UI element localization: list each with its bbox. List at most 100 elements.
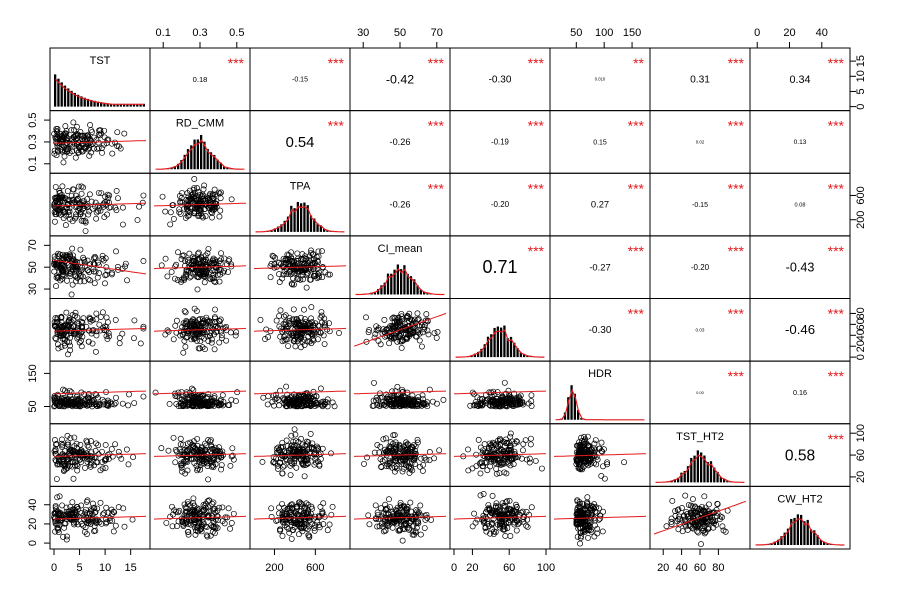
scatter-point — [65, 196, 71, 203]
scatter-point — [282, 261, 289, 268]
scatter-point — [425, 331, 432, 338]
scatter-point — [302, 401, 309, 408]
scatter-point — [416, 330, 423, 337]
scatter-point — [130, 454, 136, 461]
scatter-point — [177, 328, 184, 335]
smoother-line — [53, 259, 147, 275]
scatter-point — [308, 304, 315, 311]
correlation-value: 0.02 — [696, 139, 705, 144]
scatter-point — [58, 192, 65, 198]
scatter-point — [282, 336, 289, 343]
significance-stars: *** — [828, 368, 845, 384]
scatter-point — [389, 323, 396, 330]
scatter-point — [513, 401, 520, 408]
scatter-point — [181, 337, 188, 344]
scatter-point — [371, 379, 377, 386]
scatter-point — [218, 189, 224, 196]
scatter-point — [279, 338, 286, 345]
scatter-point — [471, 391, 478, 398]
scatter-point — [390, 314, 397, 321]
scatter-point — [297, 314, 304, 321]
scatter-point — [299, 272, 306, 279]
scatter-point — [410, 328, 416, 335]
scatter-point — [166, 401, 173, 407]
scatter-point — [106, 199, 113, 206]
scatter-point — [87, 461, 94, 468]
smoother-line — [553, 453, 647, 457]
scatter-point — [158, 262, 165, 269]
scatter-point — [303, 391, 310, 398]
scatter-point — [296, 402, 303, 408]
scatter-point — [209, 214, 215, 221]
scatter-point — [489, 397, 496, 404]
scatter-point — [506, 393, 513, 400]
scatter-point — [227, 525, 234, 532]
scatter-point — [208, 339, 215, 346]
scatter-point — [433, 334, 440, 341]
scatter-point — [87, 137, 94, 144]
scatter-point — [113, 188, 120, 194]
scatter-point — [215, 189, 222, 196]
scatter-point — [51, 218, 58, 225]
scatter-point — [180, 349, 187, 356]
scatter-point — [114, 129, 121, 136]
scatter-point — [84, 442, 91, 449]
scatter-point — [291, 426, 298, 433]
scatter-point — [382, 330, 389, 337]
scatter-point — [669, 498, 676, 504]
scatter-point — [193, 206, 200, 212]
scatter-point — [93, 332, 100, 339]
tick-label: 150 — [27, 364, 39, 382]
scatter-point — [228, 196, 235, 203]
scatter-point — [72, 154, 79, 161]
scatter-point — [208, 398, 215, 405]
scatter-point — [493, 401, 500, 408]
scatter-point — [55, 345, 62, 352]
scatter-point — [309, 332, 316, 339]
scatter-point — [329, 399, 336, 406]
significance-stars: *** — [628, 243, 645, 259]
scatter-point — [194, 185, 200, 192]
scatter-point — [505, 387, 512, 394]
scatter-point — [591, 533, 598, 540]
scatter-point — [315, 259, 322, 265]
scatter-point — [265, 393, 272, 400]
tick-label: 0.3 — [192, 27, 207, 39]
tick-label: 50 — [27, 400, 39, 412]
scatter-point — [663, 523, 670, 530]
scatter-point — [470, 402, 477, 409]
scatter-point — [391, 397, 398, 404]
scatter-point — [209, 401, 216, 408]
scatter-point — [176, 193, 183, 199]
scatter-point — [90, 134, 97, 141]
scatter-point — [201, 346, 208, 353]
scatter-point — [217, 207, 224, 214]
scatter-point — [280, 271, 287, 278]
scatter-point — [204, 317, 211, 324]
scatter-point — [215, 400, 222, 407]
scatter-point — [63, 269, 70, 276]
scatter-point — [276, 279, 283, 286]
scatter-point — [95, 442, 102, 449]
scatter-point — [73, 440, 80, 447]
variable-label: TPA — [290, 180, 311, 192]
scatter-point — [185, 263, 192, 270]
scatter-point — [81, 256, 88, 263]
smoother-line — [253, 265, 347, 270]
scatter-point — [329, 503, 336, 510]
scatter-point — [417, 531, 424, 538]
scatter-point — [67, 347, 74, 354]
scatter-point — [574, 533, 581, 540]
scatter-point — [473, 463, 480, 469]
scatter-point — [102, 272, 109, 279]
scatter-point — [502, 400, 509, 407]
scatter-point — [95, 208, 102, 215]
scatter-point — [675, 526, 682, 533]
correlation-value: 0.71 — [482, 257, 517, 277]
scatter-point — [262, 336, 269, 342]
scatter-point — [265, 334, 271, 340]
scatter-point — [66, 150, 73, 156]
scatter-point — [70, 186, 76, 193]
panel-border — [749, 485, 851, 550]
scatter-point — [187, 322, 194, 329]
